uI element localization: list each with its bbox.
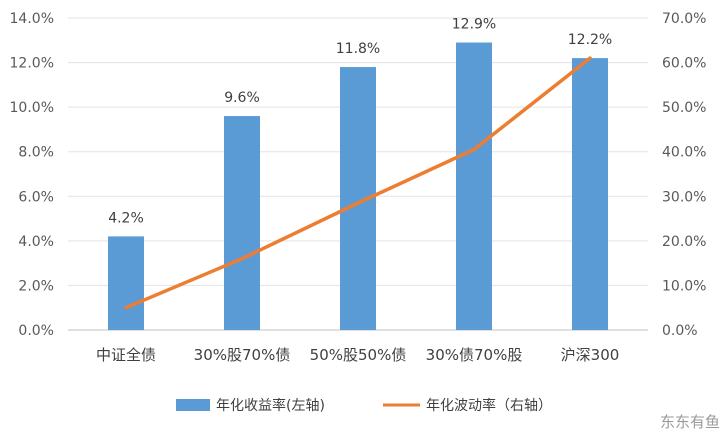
right-tick-label: 30.0% [662, 189, 706, 205]
right-tick-label: 50.0% [662, 100, 706, 116]
bar-data-label: 12.9% [452, 17, 496, 33]
right-tick-label: 70.0% [662, 11, 706, 27]
bar [224, 116, 260, 330]
line-point [356, 201, 360, 205]
line-series [124, 56, 592, 310]
legend: 年化收益率(左轴) 年化波动率（右轴） [176, 397, 552, 414]
line-point [240, 257, 244, 261]
left-tick-label: 10.0% [10, 100, 54, 116]
category-label: 30%债70%股 [426, 346, 523, 364]
bar-data-labels: 4.2% 9.6% 11.8% 12.9% 12.2% [108, 17, 612, 227]
left-tick-label: 12.0% [10, 56, 54, 72]
right-tick-label: 40.0% [662, 145, 706, 161]
legend-label-bar: 年化收益率(左轴) [216, 397, 325, 414]
right-tick-label: 10.0% [662, 278, 706, 294]
legend-label-line: 年化波动率（右轴） [426, 397, 552, 414]
bar-data-label: 4.2% [108, 210, 144, 226]
bar [572, 58, 608, 330]
left-tick-label: 14.0% [10, 11, 54, 27]
line-point [472, 147, 476, 151]
bar [456, 42, 492, 331]
left-tick-label: 4.0% [18, 234, 54, 250]
right-axis-tick-labels: 0.0% 10.0% 20.0% 30.0% 40.0% 50.0% 60.0% 70.0% [662, 11, 706, 339]
bar-data-label: 11.8% [336, 41, 380, 57]
left-tick-label: 2.0% [18, 278, 54, 294]
category-axis-labels: 中证全债 30%股70%债 50%股50%债 30%债70%股 沪深300 [96, 346, 619, 364]
legend-swatch-bar [176, 399, 210, 411]
line-point [124, 306, 128, 310]
left-tick-label: 6.0% [18, 189, 54, 205]
right-tick-label: 60.0% [662, 56, 706, 72]
right-tick-label: 0.0% [662, 323, 698, 339]
bar-data-label: 12.2% [568, 32, 612, 48]
right-tick-label: 20.0% [662, 234, 706, 250]
left-tick-label: 8.0% [18, 145, 54, 161]
category-label: 50%股50%债 [310, 346, 407, 364]
left-axis-tick-labels: 0.0% 2.0% 4.0% 6.0% 8.0% 10.0% 12.0% 14.0% [10, 11, 54, 339]
category-label: 30%股70%债 [194, 346, 291, 364]
line-point [588, 56, 592, 60]
bar-series [108, 42, 608, 331]
bar-data-label: 9.6% [224, 90, 260, 106]
bar [108, 236, 144, 330]
watermark: 东东有鱼 [659, 413, 720, 431]
left-tick-label: 0.0% [18, 323, 54, 339]
category-label: 沪深300 [561, 346, 620, 364]
category-label: 中证全债 [96, 346, 156, 364]
